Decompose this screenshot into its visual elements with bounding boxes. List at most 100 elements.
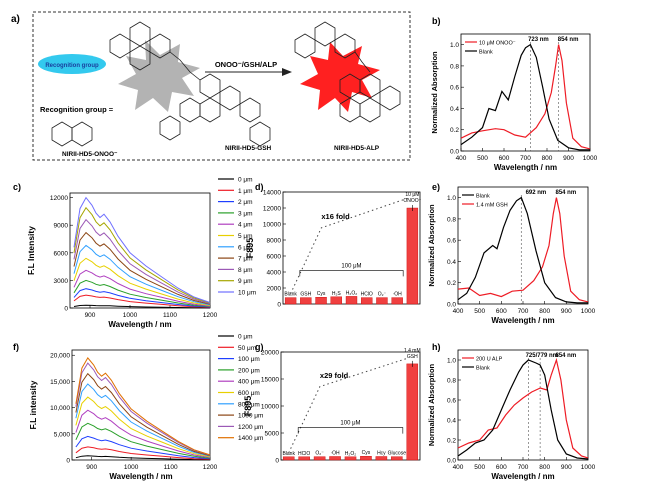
panel-h-series-line [457, 357, 589, 459]
probe-label-onoo: NIRII-HD5-ONOO⁻ [62, 151, 118, 158]
panel-h-ytick-label: 0.8 [447, 378, 456, 385]
panel-b-ytick-label: 0.0 [450, 149, 459, 156]
panel-c-legend-label: 3 μm [238, 210, 253, 217]
panel-g-axes-frame [280, 351, 421, 461]
panel-d-category-label: H₂O₂ [346, 290, 357, 296]
panel-h-legend-label: 200 U ALP [476, 357, 503, 363]
panel-h-legend-label: Blank [476, 366, 490, 372]
panel-f-ytick-label: 5,000 [54, 431, 71, 438]
panel-g-bar [360, 456, 372, 461]
panel-h-xtick-label: 600 [496, 464, 507, 471]
panel-b-peak-annotation: 723 nm [528, 37, 549, 43]
panel-d-top-label: ONOO⁻ [403, 198, 421, 204]
panel-h-xtick-label: 400 [453, 464, 464, 471]
panel-d-fold-trend [290, 197, 409, 294]
panel-c-legend-label: 7 μm [238, 256, 253, 263]
panel-f-axes-frame [71, 349, 211, 461]
panel-f-legend-label: 0 μm [238, 334, 253, 341]
panel-e-xtick-label: 600 [496, 308, 507, 315]
panel-c-axes-frame [69, 192, 211, 309]
panel-c-ytick-label: 9000 [54, 223, 69, 230]
panel-g-bar [298, 456, 310, 461]
panel-f-legend-label: 800 μm [238, 401, 260, 408]
panel-d-category-label: O₂⁻ [378, 292, 387, 298]
panel-c-xlabel: Wavelength / nm [108, 320, 171, 329]
panel-d-ytick-label: 14000 [263, 190, 281, 197]
panel-e-ytick-label: 0.8 [447, 216, 456, 223]
panel-f-xtick-label: 1200 [203, 464, 218, 471]
scheme-border [32, 11, 411, 161]
panel-g-fold-text: x29 fold [320, 371, 349, 380]
recognition-ellipse [38, 54, 106, 74]
panel-c-xtick-label: 900 [85, 312, 96, 319]
panel-g-fold-trend [288, 357, 409, 453]
panel-h-xlabel: Wavelength / nm [491, 472, 554, 481]
panel-g-group-bracket [297, 427, 404, 434]
panel-d-ytick-label: 2000 [267, 286, 282, 293]
panel-g-ytick-label: 10000 [261, 404, 279, 411]
panel-g-category-label: Cys [362, 450, 371, 456]
panel-e-ytick-label: 0.2 [447, 280, 456, 287]
panel-b-xtick-label: 400 [456, 155, 467, 162]
panel-e-ytick-label: 1.0 [447, 195, 456, 202]
panel-h-chart: h) 0.0 0.2 0.4 0.6 0.8 1.0 400 500 600 700 800 900 10… [427, 342, 596, 481]
panel-d-bar [330, 296, 342, 305]
reaction-arrowhead [282, 68, 292, 76]
panel-d-category-label: HClO [361, 292, 373, 298]
panel-c-xtick-label: 1200 [203, 312, 218, 319]
panel-f-spectrum-line [75, 357, 211, 456]
panel-d-bar [345, 296, 358, 305]
panel-b-xtick-label: 800 [542, 155, 553, 162]
panel-h-series-line [457, 359, 589, 460]
panel-d-bar [315, 297, 327, 305]
panel-f-ytick-label: 20,000 [50, 353, 70, 360]
panel-c-spectrum-line [73, 288, 211, 308]
panel-c-ylabel: F.L Intensity [26, 226, 36, 275]
panel-e-series-line [457, 197, 589, 303]
panel-f-ytick-label: 10,000 [50, 405, 70, 412]
panel-h-xtick-label: 700 [518, 464, 529, 471]
panel-e-xtick-label: 400 [453, 308, 464, 315]
panel-g-ylabel: F895 [243, 396, 253, 417]
panel-d-panel-label: d) [255, 182, 264, 192]
panel-g-category-label: HClO [298, 451, 310, 457]
panel-f-spectrum-line [75, 435, 211, 460]
panel-c-legend-label: 8 μm [238, 267, 253, 274]
panel-d-bar [361, 297, 373, 305]
panel-f-spectrum-line [75, 455, 211, 461]
panel-d-bar [391, 297, 403, 305]
panel-b-ytick-label: 0.2 [450, 127, 459, 134]
panel-d-bar [406, 207, 419, 305]
panel-c-spectrum-line [73, 257, 211, 306]
panel-d-ytick-label: 8000 [267, 238, 282, 245]
panel-e-xlabel: Wavelength / nm [491, 316, 554, 325]
panel-f-legend-label: 200 μm [238, 367, 260, 374]
panel-c-chart: c) 0 3000 6000 9000 12000 900 1000 1100 1200 Wavel… [13, 177, 256, 330]
panel-f-ylabel: F.L intensity [28, 380, 38, 429]
panel-d-top-label: 10 μM [405, 192, 419, 198]
panel-f-xlabel: Wavelength / nm [109, 472, 172, 481]
panel-c-legend-label: 4 μm [238, 222, 253, 229]
panel-f-legend-label: 1000 μm [238, 413, 263, 420]
panel-c-spectrum-line [73, 231, 211, 305]
panel-c-spectrum-line [73, 218, 211, 305]
panel-d-ytick-label: 12000 [263, 206, 281, 213]
panel-g-category-label: Glucose [388, 451, 407, 457]
panel-d-group-bracket [299, 270, 404, 277]
panel-b-ytick-label: 0.8 [450, 63, 459, 70]
panel-d-category-label: Cys [317, 291, 326, 297]
panel-d-category-label: H₂S [332, 291, 342, 297]
panel-c-legend-label: 9 μm [238, 278, 253, 285]
panel-g-bar [313, 456, 326, 461]
probe-structure-right [294, 21, 401, 123]
panel-e-ytick-label: 0.6 [447, 238, 456, 245]
panel-c-legend-label: 10 μm [238, 290, 256, 297]
panel-d-ylabel: F895 [245, 238, 255, 259]
panel-d-chart: d) 0 2000 4000 6000 8000 10000 12000 14000 F895 Bl… [245, 182, 422, 309]
panel-e-xtick-label: 700 [518, 308, 529, 315]
panel-h-ytick-label: 0.2 [447, 438, 456, 445]
panel-f-spectrum-line [75, 372, 211, 457]
panel-d-ytick-label: 0 [277, 302, 281, 309]
panel-g-top-label: GSH [407, 354, 418, 360]
